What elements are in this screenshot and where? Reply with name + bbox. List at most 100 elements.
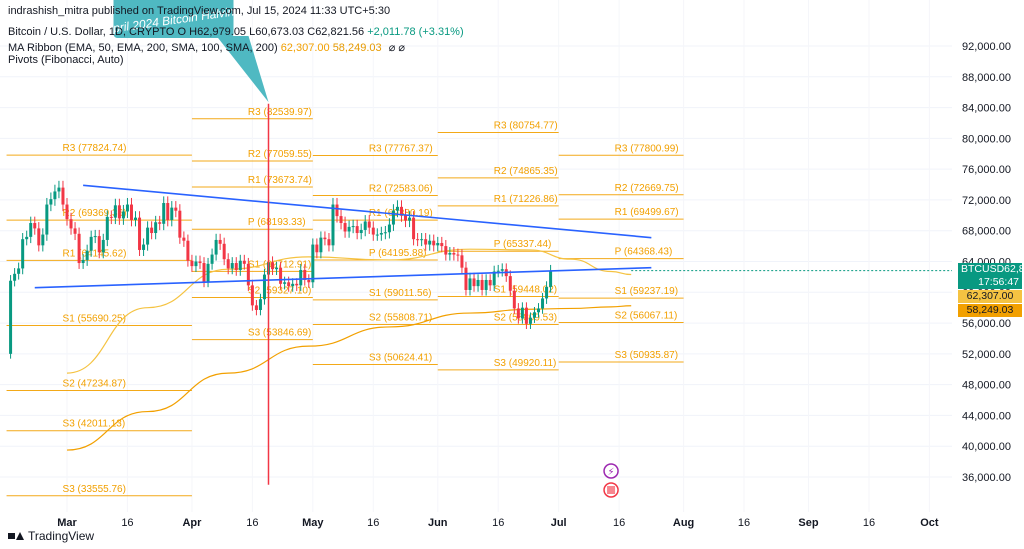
price-tag-countdown: 17:56:47 xyxy=(978,275,1019,288)
price-tag-symbol: BTCUSD xyxy=(961,262,1005,275)
candle-body xyxy=(331,204,335,246)
candle-body xyxy=(89,236,93,251)
candle-body xyxy=(476,279,480,287)
candle-body xyxy=(395,206,399,211)
candle-body xyxy=(408,217,412,221)
pivot-label: S1 (62712.91) xyxy=(248,259,311,270)
event-icons[interactable]: ⚡ xyxy=(603,463,619,498)
resistance-trendline xyxy=(83,184,652,239)
candle-body xyxy=(214,239,218,255)
lightning-glyph-icon: ⚡ xyxy=(608,467,615,478)
tradingview-footer[interactable]: TradingView xyxy=(8,529,94,543)
x-tick-label: 16 xyxy=(613,517,625,529)
x-tick-label: 16 xyxy=(121,517,133,529)
candle-body xyxy=(456,254,460,256)
pivots-legend: Pivots (Fibonacci, Auto) xyxy=(8,54,124,66)
candle-body xyxy=(222,243,226,260)
candle-body xyxy=(121,211,125,219)
candle-body xyxy=(335,204,339,217)
ma-ribbon-label[interactable]: MA Ribbon (EMA, 50, EMA, 200, SMA, 100, … xyxy=(8,42,278,54)
pivot-label: R1 (73673.74) xyxy=(248,175,312,186)
candle-body xyxy=(117,205,121,219)
pivot-label: S3 (33555.76) xyxy=(63,484,126,495)
pivot-label: P (68193.33) xyxy=(248,217,306,228)
candle-body xyxy=(279,267,283,284)
ma-ribbon-value-1: 62,307.00 xyxy=(280,42,330,54)
candle-body xyxy=(275,267,279,270)
candle-body xyxy=(488,279,492,286)
candle-body xyxy=(295,283,299,286)
x-tick-label: Mar xyxy=(57,517,77,529)
candle-body xyxy=(452,253,456,255)
close-value: C62,821.56 xyxy=(307,26,365,38)
candle-body xyxy=(420,239,424,241)
ma-ribbon-legend: MA Ribbon (EMA, 50, EMA, 200, SMA, 100, … xyxy=(8,41,405,54)
lightning-event-icon xyxy=(603,463,619,479)
candle-body xyxy=(387,224,391,233)
x-tick-label: Jul xyxy=(551,517,567,529)
candle-body xyxy=(375,234,379,236)
pivot-label: S3 (50624.41) xyxy=(369,352,432,363)
pivot-label: R3 (77767.37) xyxy=(369,144,433,155)
candle-body xyxy=(198,261,202,264)
candle-body xyxy=(234,263,238,270)
candle-body xyxy=(190,260,194,267)
candle-body xyxy=(73,228,77,234)
y-tick-label: 92,000.00 xyxy=(962,41,1011,53)
pivot-label: R3 (77800.99) xyxy=(615,143,679,154)
candle-body xyxy=(271,262,275,270)
high-value: H62,979.05 xyxy=(189,26,247,38)
callout-pointer xyxy=(216,36,269,103)
pivot-label: S3 (50935.87) xyxy=(615,350,678,361)
candle-body xyxy=(508,276,512,291)
callout-box xyxy=(113,0,234,38)
candle-body xyxy=(29,223,33,237)
candle-body xyxy=(516,308,520,319)
pivots-label[interactable]: Pivots (Fibonacci, Auto) xyxy=(8,54,124,66)
candle-body xyxy=(170,207,174,220)
pivot-label: S3 (42011.13) xyxy=(63,419,126,430)
pivot-levels: R3 (77824.74) R2 (69369.36) R1 (64145.62) S… xyxy=(6,107,684,497)
candle-body xyxy=(464,267,468,290)
symbol-name[interactable]: Bitcoin / U.S. Dollar, 1D, CRYPTO xyxy=(8,26,175,38)
candle-body xyxy=(541,298,545,309)
candle-body xyxy=(383,232,387,234)
price-tag-last: 62,821.56 xyxy=(1004,262,1024,275)
candle-body xyxy=(49,199,53,205)
settings-icon[interactable]: ⌀ xyxy=(398,42,405,54)
candle-body xyxy=(202,263,206,282)
candle-body xyxy=(69,219,73,229)
candle-body xyxy=(416,239,420,241)
y-tick-label: 40,000.00 xyxy=(962,441,1011,453)
candle-body xyxy=(77,233,81,264)
candle-body xyxy=(9,280,13,354)
x-tick-label: 16 xyxy=(863,517,875,529)
y-tick-label: 76,000.00 xyxy=(962,164,1011,176)
candle-body xyxy=(129,204,133,220)
time-axis[interactable]: Mar 16 Apr 16 May 16 Jun 16 Jul 16 Aug 16 Sep 16 Oct xyxy=(57,517,939,529)
pivot-label: R3 (80754.77) xyxy=(494,121,558,132)
candle-body xyxy=(496,270,500,272)
candle-body xyxy=(287,282,291,287)
candle-body xyxy=(404,215,408,221)
y-tick-label: 36,000.00 xyxy=(962,472,1011,484)
y-tick-label: 44,000.00 xyxy=(962,410,1011,422)
candle-body xyxy=(37,228,41,246)
y-tick-label: 88,000.00 xyxy=(962,72,1011,84)
candle-body xyxy=(154,222,158,234)
visibility-icon[interactable]: ⌀ xyxy=(388,42,396,54)
candle-body xyxy=(21,239,25,269)
x-tick-label: 16 xyxy=(367,517,379,529)
candle-body xyxy=(254,305,258,310)
candle-body xyxy=(142,244,146,250)
x-tick-label: May xyxy=(302,517,324,529)
candle-body xyxy=(33,223,37,229)
candle-body xyxy=(53,191,57,200)
ema50-price-tag: 62,307.00 xyxy=(958,289,1022,303)
candle-body xyxy=(178,210,182,238)
candle-body xyxy=(363,221,367,230)
candle-body xyxy=(524,307,528,324)
candle-body xyxy=(61,187,65,205)
candle-body xyxy=(218,239,222,244)
